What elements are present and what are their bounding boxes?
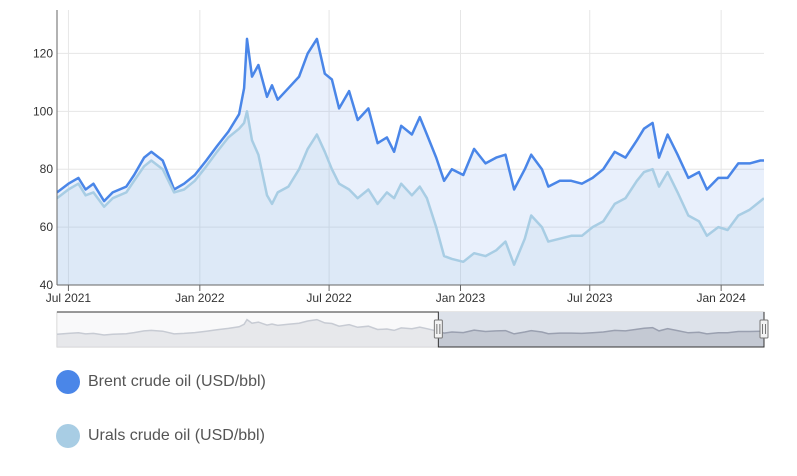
navigator-line (56, 318, 764, 336)
navigator-area (57, 319, 764, 347)
series-group (57, 37, 764, 285)
x-tick-label: Jan 2022 (175, 291, 225, 305)
legend-item-brent[interactable]: Brent crude oil (USD/bbl) (56, 368, 266, 396)
legend-item-urals[interactable]: Urals crude oil (USD/bbl) (56, 422, 266, 450)
y-tick-label: 40 (40, 278, 54, 292)
y-tick-label: 100 (33, 104, 53, 118)
navigator-handle-right[interactable] (759, 319, 769, 339)
x-tick-label: Jul 2022 (306, 291, 352, 305)
series-line-1 (57, 110, 764, 266)
legend: Brent crude oil (USD/bbl) Urals crude oi… (56, 368, 266, 476)
navigator-mask-left (57, 312, 439, 347)
legend-label-brent: Brent crude oil (USD/bbl) (88, 373, 266, 390)
navigator-handle-left[interactable] (433, 319, 443, 339)
series-line-0 (57, 37, 764, 203)
navigator (56, 311, 769, 348)
legend-label-urals: Urals crude oil (USD/bbl) (88, 427, 265, 444)
x-tick-label: Jan 2024 (696, 291, 746, 305)
legend-swatch-brent (56, 370, 80, 394)
grid (57, 10, 764, 286)
x-tick-label: Jul 2023 (567, 291, 613, 305)
series-area-1 (57, 111, 764, 285)
legend-swatch-urals (56, 424, 80, 448)
y-tick-label: 60 (40, 220, 54, 234)
y-tick-label: 80 (40, 162, 54, 176)
chart: 40 60 80 100 120 Jul 2021 Jan 2022 Jul 2022 Jan … (33, 10, 769, 348)
navigator-selection (438, 312, 764, 347)
x-tick-label: Jan 2023 (436, 291, 486, 305)
y-tick-label: 120 (33, 46, 53, 60)
x-tick-label: Jul 2021 (46, 291, 92, 305)
handle-body (759, 319, 769, 339)
series-area-0 (57, 38, 764, 285)
handle-body (433, 319, 443, 339)
